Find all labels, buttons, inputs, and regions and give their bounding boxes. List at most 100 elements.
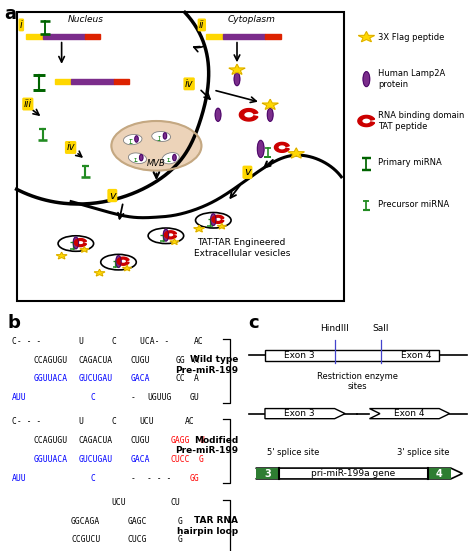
Text: Cytoplasm: Cytoplasm [227, 15, 275, 24]
Text: U: U [78, 417, 83, 426]
Bar [206, 34, 223, 39]
Text: GGUUACA: GGUUACA [33, 375, 67, 383]
Polygon shape [255, 468, 462, 479]
Polygon shape [94, 269, 105, 276]
Text: GACA: GACA [130, 455, 150, 464]
Text: iv: iv [66, 142, 75, 152]
Polygon shape [212, 216, 224, 223]
Ellipse shape [152, 131, 171, 141]
Ellipse shape [163, 133, 167, 139]
Text: 4: 4 [436, 469, 443, 479]
Text: b: b [7, 314, 20, 332]
Bar [26, 34, 43, 39]
Polygon shape [370, 408, 450, 419]
Bar [43, 34, 85, 39]
Polygon shape [358, 115, 374, 126]
Text: SalI: SalI [373, 324, 389, 333]
Polygon shape [265, 408, 345, 419]
Text: CUCC: CUCC [171, 455, 190, 464]
Text: GU: GU [190, 393, 200, 402]
Polygon shape [56, 252, 67, 259]
Text: -: - [130, 474, 135, 483]
Polygon shape [274, 142, 289, 152]
Text: G: G [178, 535, 182, 545]
Bar [55, 79, 71, 84]
Bar [85, 34, 100, 39]
Text: UCU: UCU [111, 497, 126, 507]
Ellipse shape [267, 108, 273, 121]
Ellipse shape [162, 152, 179, 164]
Text: CAGACUA: CAGACUA [78, 356, 112, 365]
Text: A: A [194, 356, 199, 365]
Text: Wild type
Pre-miR-199: Wild type Pre-miR-199 [175, 355, 238, 375]
Ellipse shape [163, 229, 169, 241]
Text: 3' splice site: 3' splice site [397, 448, 449, 457]
Text: v: v [109, 191, 116, 201]
Polygon shape [170, 239, 179, 244]
Text: 5' splice site: 5' splice site [267, 448, 319, 457]
Text: C- - -: C- - - [12, 417, 41, 426]
Ellipse shape [100, 254, 137, 270]
Polygon shape [288, 148, 304, 158]
Polygon shape [164, 231, 176, 239]
Text: a: a [5, 4, 17, 23]
Text: AC: AC [185, 417, 195, 426]
Text: Restriction enzyme
sites: Restriction enzyme sites [318, 372, 398, 391]
Bar [265, 350, 439, 361]
Text: MVB: MVB [147, 159, 166, 168]
Text: CCAGUGU: CCAGUGU [33, 356, 67, 365]
Text: CCAGUGU: CCAGUGU [33, 436, 67, 445]
Bar [223, 34, 265, 39]
Text: GG: GG [190, 474, 200, 483]
Text: UGUUG: UGUUG [147, 393, 171, 402]
Polygon shape [217, 223, 227, 229]
Bar [255, 468, 279, 479]
Text: Nucleus: Nucleus [67, 15, 103, 24]
Polygon shape [239, 109, 258, 121]
Text: i: i [20, 20, 23, 30]
Text: GUCUGAU: GUCUGAU [78, 455, 112, 464]
Text: GGUUACA: GGUUACA [33, 455, 67, 464]
Text: Exon 3: Exon 3 [284, 351, 315, 360]
Text: GAGC: GAGC [128, 516, 147, 526]
Ellipse shape [73, 237, 79, 249]
Text: C- - -: C- - - [12, 337, 41, 346]
Text: GAGG: GAGG [171, 436, 190, 445]
Text: AC: AC [194, 337, 204, 346]
Ellipse shape [173, 155, 176, 161]
Text: C: C [111, 417, 116, 426]
Text: 3: 3 [264, 469, 271, 479]
Ellipse shape [58, 236, 94, 252]
Text: UCU: UCU [140, 417, 155, 426]
Text: Modified
Pre-miR-199: Modified Pre-miR-199 [175, 436, 238, 455]
Ellipse shape [140, 155, 143, 161]
Text: - - -: - - - [147, 474, 171, 483]
Ellipse shape [135, 136, 138, 142]
Polygon shape [229, 64, 245, 74]
Text: TAT-TAR Engineered
Extracellular vesicles: TAT-TAR Engineered Extracellular vesicle… [193, 238, 290, 258]
Polygon shape [117, 257, 129, 265]
Text: v: v [244, 167, 251, 177]
Text: CUCG: CUCG [128, 535, 147, 545]
Text: AUU: AUU [12, 474, 27, 483]
Ellipse shape [148, 228, 184, 244]
Polygon shape [74, 239, 86, 247]
Text: Human Lamp2A
protein: Human Lamp2A protein [378, 69, 445, 89]
Text: TAR RNA
hairpin loop: TAR RNA hairpin loop [177, 516, 238, 536]
Ellipse shape [116, 255, 121, 268]
Text: iii: iii [24, 99, 32, 109]
Bar [71, 79, 114, 84]
Bar [265, 34, 281, 39]
Ellipse shape [363, 71, 370, 86]
Ellipse shape [195, 213, 231, 228]
Text: CU: CU [171, 497, 181, 507]
Text: G: G [178, 516, 182, 526]
Text: 3X Flag peptide: 3X Flag peptide [378, 33, 444, 42]
Text: C: C [111, 337, 116, 346]
Ellipse shape [210, 214, 216, 225]
Text: C: C [90, 393, 95, 402]
Text: -: - [130, 393, 135, 402]
Polygon shape [122, 265, 132, 271]
Polygon shape [80, 247, 89, 252]
Text: iv: iv [185, 79, 193, 89]
